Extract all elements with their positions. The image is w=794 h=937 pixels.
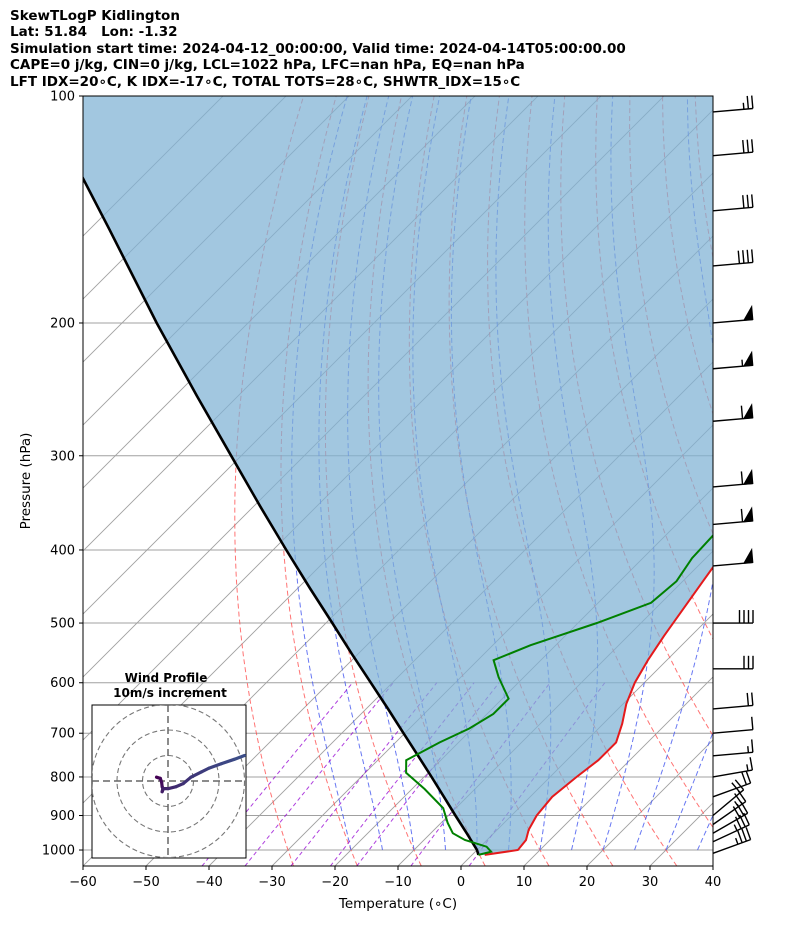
wind-barb (712, 304, 754, 324)
wind-barb (712, 468, 754, 488)
y-tick-label: 400 (50, 543, 75, 558)
wind-barb (712, 757, 754, 778)
x-tick-label: 10 (516, 875, 533, 890)
x-tick-label: 20 (579, 875, 596, 890)
hodograph-trace (207, 762, 224, 770)
wind-barb (712, 506, 754, 526)
isotherm-line (523, 676, 713, 866)
y-tick-label: 500 (50, 617, 75, 632)
y-tick-label: 300 (50, 449, 75, 464)
x-tick-label: 40 (705, 875, 722, 890)
temperature-profile-line (484, 565, 713, 856)
wind-barbs (712, 95, 754, 854)
profiles (83, 96, 713, 856)
chart-title: SkewTLogP Kidlington (10, 8, 180, 24)
isotherm-line (712, 865, 713, 866)
y-tick-label: 100 (50, 90, 75, 105)
location-line: Lat: 51.84 Lon: -1.32 (10, 24, 178, 41)
hodograph-trace (219, 757, 236, 766)
wind-barb (712, 350, 754, 370)
hodograph-trace (181, 775, 193, 786)
cape-shading (83, 96, 713, 855)
y-tick-label: 800 (50, 770, 75, 785)
hodograph-subtitle: 10m/s increment (113, 686, 227, 700)
wind-barb (712, 827, 752, 854)
wind-barb (712, 790, 747, 826)
chart-header: SkewTLogP Kidlington Lat: 51.84 Lon: -1.… (10, 8, 626, 90)
parcel-profile-line (83, 175, 480, 856)
wind-barb (712, 194, 754, 212)
wind-barb (712, 716, 754, 734)
moist-adiabat (634, 96, 713, 851)
wind-barb (712, 739, 754, 757)
axes: −60 −50 −40 −30 −20 −10 0 10 20 30 40 1000 900 800 700… (18, 90, 721, 913)
y-tick-label: 1000 (42, 844, 75, 859)
dry-adiabat (280, 96, 358, 866)
wind-barb (712, 249, 754, 267)
wind-barb (712, 692, 754, 710)
wind-barb (712, 770, 752, 798)
x-tick-label: −40 (195, 875, 222, 890)
x-tick-label: −60 (69, 875, 96, 890)
dry-adiabat (728, 96, 794, 866)
time-line: Simulation start time: 2024-04-12_00:00:… (10, 40, 626, 57)
hodograph-trace (189, 770, 203, 779)
moist-adiabat (665, 731, 713, 851)
wind-barb (712, 95, 754, 113)
isotherm-line (83, 96, 224, 237)
x-tick-label: −50 (132, 875, 159, 890)
y-tick-label: 200 (50, 316, 75, 331)
mixing-ratio-line (244, 682, 394, 866)
wind-barb (712, 812, 750, 843)
y-tick-label: 700 (50, 727, 75, 742)
y-axis-label: Pressure (hPa) (18, 433, 34, 530)
dry-adiabat (760, 96, 794, 866)
wind-barb (713, 610, 754, 624)
y-tick-label: 600 (50, 676, 75, 691)
x-tick-label: 0 (457, 875, 465, 890)
stability-line: CAPE=0 j/kg, CIN=0 j/kg, LCL=1022 hPa, L… (10, 57, 525, 74)
wind-barb (712, 779, 745, 817)
wind-barb (712, 547, 754, 567)
x-tick-label: −30 (258, 875, 285, 890)
hodograph-title: Wind Profile (125, 671, 208, 685)
hodograph-ring (92, 705, 246, 858)
y-tick-label: 900 (50, 809, 75, 824)
x-axis-label: Temperature (∘C) (338, 896, 457, 912)
dewpoint-profile-line (405, 533, 713, 856)
wind-barb (713, 655, 754, 670)
x-tick-label: −20 (321, 875, 348, 890)
x-tick-label: −10 (384, 875, 411, 890)
index-line: LFT IDX=20∘C, K IDX=-17∘C, TOTAL TOTS=28… (10, 73, 521, 90)
hodograph-trace (232, 753, 246, 761)
wind-barb (712, 403, 754, 422)
x-tick-label: 30 (642, 875, 659, 890)
wind-barb (712, 139, 754, 157)
